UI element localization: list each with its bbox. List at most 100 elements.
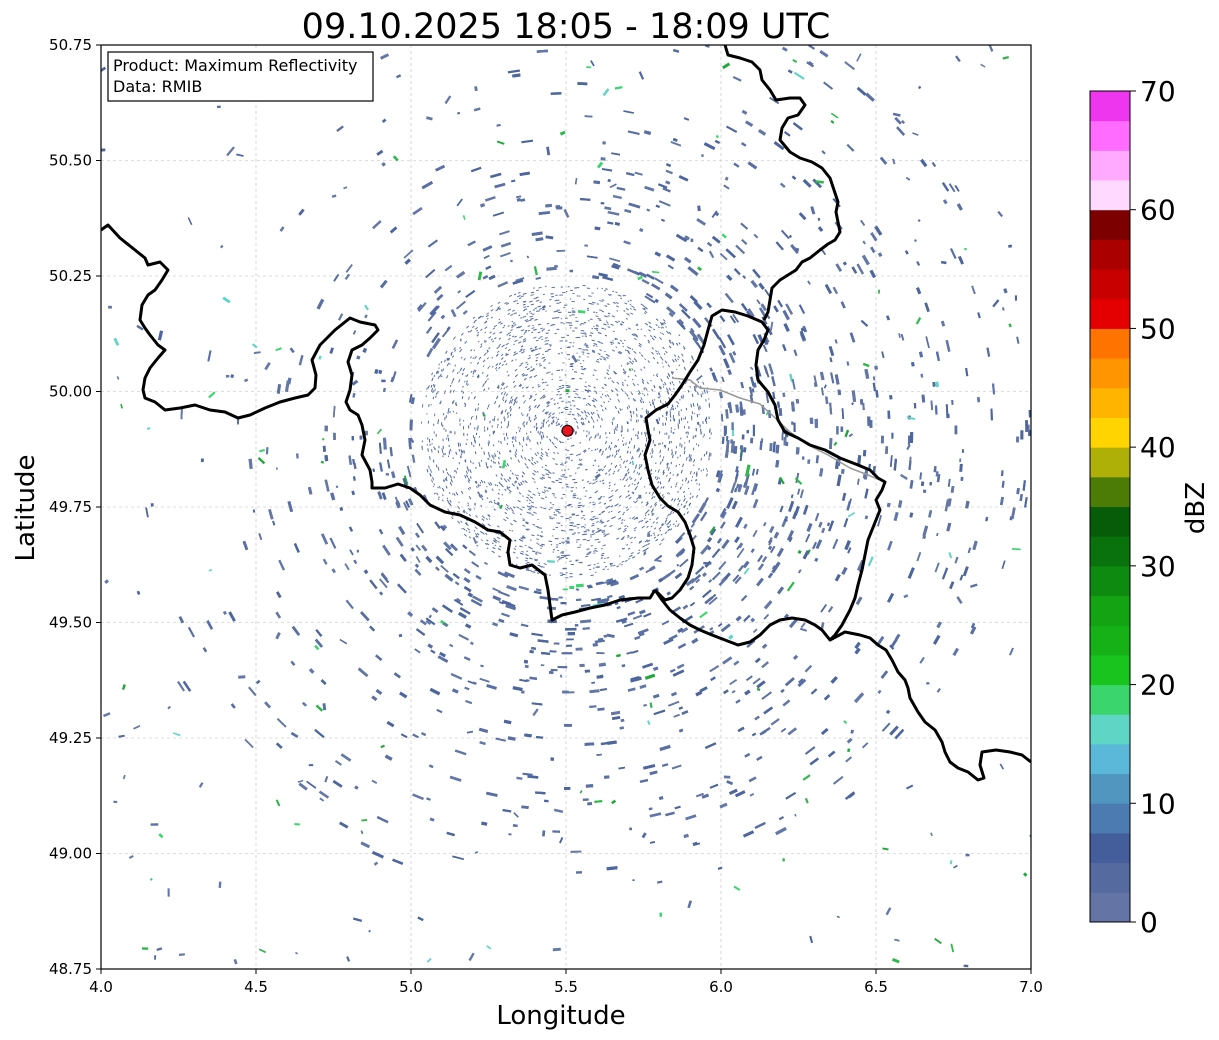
- echo-cell: [513, 353, 517, 356]
- echo-cell: [511, 509, 514, 512]
- echo-cell: [445, 476, 448, 479]
- echo-cell: [440, 369, 443, 372]
- echo-cell: [500, 421, 503, 424]
- echo-cell: [599, 688, 607, 691]
- echo-cell: [428, 404, 430, 407]
- echo-cell: [627, 361, 630, 365]
- echo-cell: [672, 371, 674, 374]
- echo-cell: [502, 530, 505, 533]
- echo-cell: [618, 495, 622, 499]
- echo-cell: [641, 415, 643, 418]
- echo-cell: [531, 632, 543, 637]
- echo-cell: [644, 514, 647, 517]
- echo-cell: [601, 299, 605, 301]
- echo-cell: [795, 447, 800, 455]
- echo-cell: [576, 497, 579, 500]
- echo-cell: [738, 564, 745, 572]
- echo-cell: [421, 421, 423, 424]
- echo-cell: [752, 677, 761, 685]
- echo-cell: [632, 382, 636, 387]
- echo-cell: [557, 556, 561, 558]
- echo-cell: [442, 470, 445, 474]
- echo-cell: [704, 596, 713, 605]
- echo-cell: [585, 784, 594, 788]
- echo-cell: [537, 430, 539, 434]
- echo-cell: [643, 388, 645, 391]
- echo-cell: [537, 564, 541, 567]
- echo-cell: [621, 428, 623, 433]
- echo-cell: [442, 455, 444, 458]
- echo-cell: [276, 384, 282, 394]
- echo-cell: [677, 627, 684, 634]
- echo-cell: [512, 278, 524, 285]
- echo-cell: [437, 421, 439, 425]
- echo-cell: [275, 742, 283, 749]
- echo-cell: [541, 491, 546, 494]
- echo-cell: [630, 305, 635, 309]
- echo-cell: [318, 790, 330, 799]
- echo-cell: [666, 591, 671, 596]
- echo-cell: [501, 363, 505, 367]
- echo-cell: [433, 384, 436, 388]
- echo-cell: [808, 45, 815, 50]
- echo-cell: [577, 546, 581, 548]
- echo-cell: [576, 394, 579, 396]
- echo-cell: [572, 330, 575, 332]
- echo-cell: [747, 161, 758, 170]
- echo-cell: [531, 331, 534, 334]
- echo-cell: [505, 503, 509, 507]
- echo-cell: [940, 320, 946, 327]
- echo-cell: [847, 498, 852, 509]
- echo-cell: [468, 531, 471, 534]
- echo-cell: [467, 487, 470, 491]
- echo-cell: [653, 443, 656, 447]
- echo-cell: [775, 241, 784, 251]
- echo-cell: [559, 294, 563, 296]
- echo-cell: [471, 325, 475, 329]
- echo-cell: [351, 436, 355, 441]
- echo-cell: [410, 397, 415, 405]
- echo-cell: [414, 648, 421, 654]
- echo-cell: [498, 601, 504, 605]
- echo-cell: [672, 408, 675, 411]
- echo-cell: [652, 491, 655, 495]
- echo-cell: [444, 265, 453, 272]
- echo-cell: [590, 436, 592, 439]
- echo-cell: [638, 454, 641, 458]
- echo-cell: [934, 562, 940, 573]
- echo-cell: [677, 423, 679, 427]
- echo-cell: [319, 797, 325, 802]
- echo-cell: [591, 292, 594, 294]
- echo-cell: [540, 454, 544, 458]
- echo-cell: [530, 501, 534, 504]
- echo-cell: [702, 468, 705, 471]
- echo-cell: [734, 470, 739, 480]
- echo-cell: [498, 618, 505, 623]
- echo-cell: [657, 469, 660, 473]
- echo-cell: [601, 479, 605, 482]
- echo-cell: [432, 383, 435, 386]
- echo-cell: [478, 461, 481, 466]
- echo-cell: [947, 478, 951, 487]
- echo-cell: [613, 370, 617, 374]
- echo-cell: [656, 361, 659, 364]
- echo-cell: [556, 309, 560, 311]
- echo-cell: [691, 416, 693, 421]
- echo-cell: [559, 340, 564, 342]
- echo-cell: [604, 565, 608, 568]
- echo-cell: [624, 208, 632, 214]
- echo-cell: [537, 518, 539, 521]
- echo-cell: [617, 439, 619, 441]
- echo-cell: [610, 343, 613, 346]
- echo-cell: [603, 533, 606, 535]
- echo-cell: [519, 513, 522, 516]
- echo-cell: [577, 505, 580, 507]
- echo-cell: [599, 480, 602, 483]
- echo-cell: [634, 529, 636, 532]
- echo-cell: [433, 374, 436, 378]
- echo-cell: [601, 531, 606, 534]
- echo-cell: [469, 460, 472, 464]
- echo-cell: [411, 454, 416, 463]
- echo-cell: [619, 408, 622, 411]
- echo-cell: [468, 425, 470, 429]
